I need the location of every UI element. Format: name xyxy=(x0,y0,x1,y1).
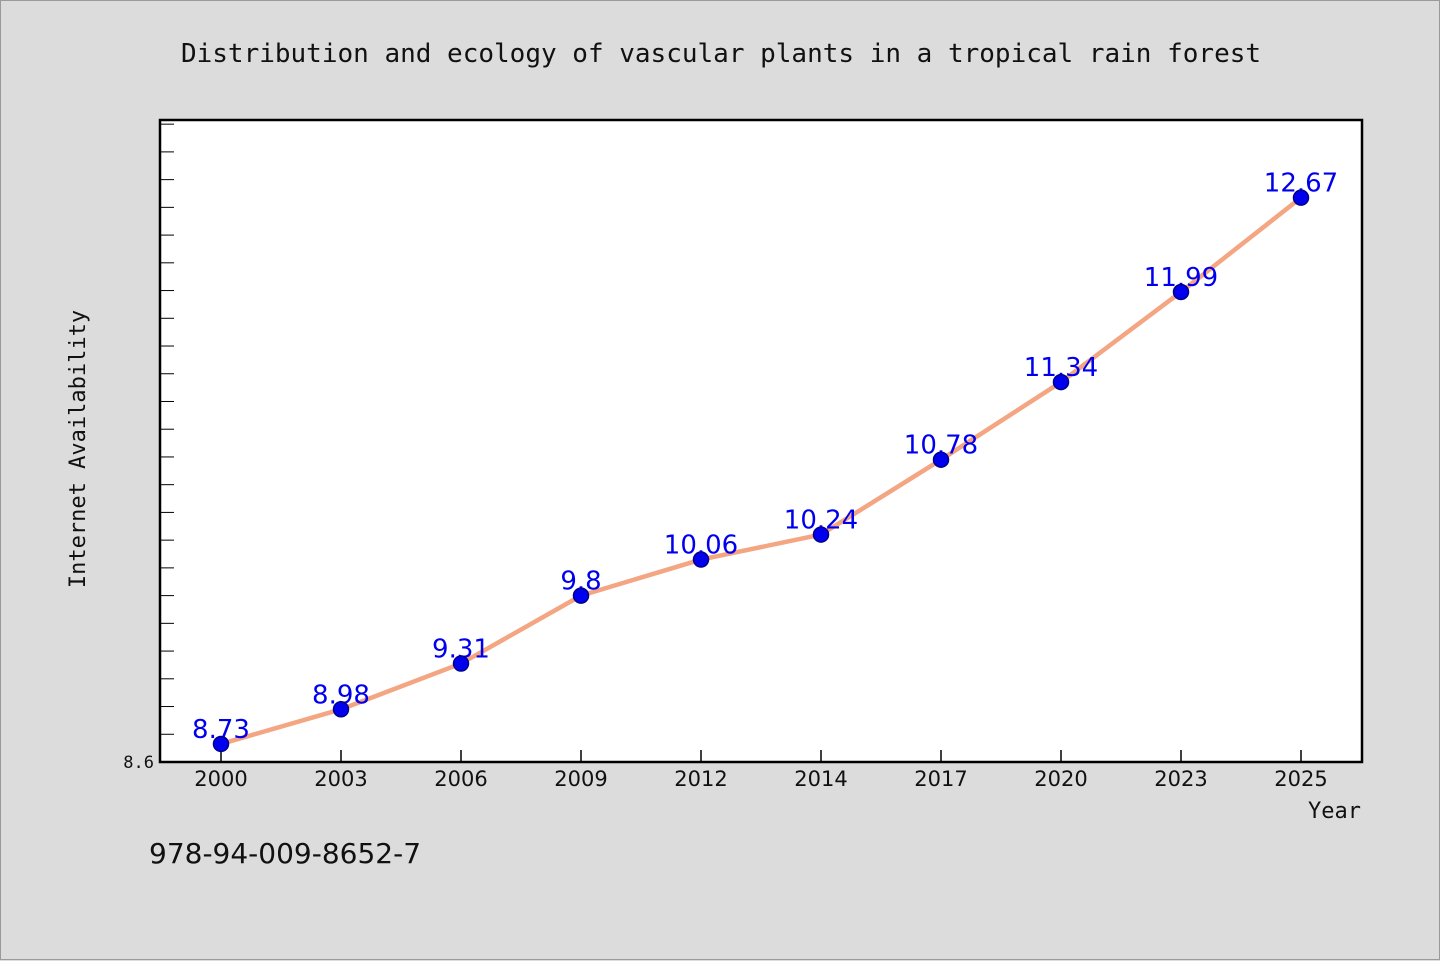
y-axis-ticks xyxy=(160,123,174,735)
data-point xyxy=(932,451,950,468)
x-tick-label: 2020 xyxy=(1034,767,1087,791)
x-axis-label: Year xyxy=(1308,799,1361,824)
x-axis-ticks xyxy=(220,750,1302,762)
series-line xyxy=(218,195,1304,747)
x-tick-label: 2017 xyxy=(914,767,967,791)
x-tick-label: 2006 xyxy=(434,767,487,791)
y-axis-tick-labels: 8.6 xyxy=(123,753,154,773)
data-point xyxy=(692,551,710,568)
data-point xyxy=(1052,373,1070,391)
x-tick-label: 2000 xyxy=(194,767,247,791)
y-axis-label: Internet Availability xyxy=(66,310,91,588)
data-point xyxy=(332,701,350,718)
data-point xyxy=(212,735,230,753)
x-axis-tick-labels: 2000 2003 2006 2009 2012 2014 2017 2020 2023 2025 xyxy=(194,767,1327,791)
data-markers xyxy=(212,189,1310,753)
isbn-text: 978-94-009-8652-7 xyxy=(149,837,422,870)
data-point xyxy=(1292,189,1310,206)
x-tick-label: 2009 xyxy=(554,767,607,791)
plot-area xyxy=(158,118,1364,764)
data-point xyxy=(452,655,470,672)
chart-title: Distribution and ecology of vascular pla… xyxy=(181,39,1261,69)
x-tick-label: 2014 xyxy=(794,767,847,791)
x-tick-label: 2003 xyxy=(314,767,367,791)
data-point xyxy=(1172,283,1190,301)
data-point xyxy=(572,587,590,604)
x-tick-label: 2012 xyxy=(674,767,727,791)
data-point xyxy=(812,526,830,543)
x-tick-label: 2025 xyxy=(1274,767,1327,791)
x-tick-label: 2023 xyxy=(1154,767,1207,791)
y-tick-label: 8.6 xyxy=(123,753,154,773)
